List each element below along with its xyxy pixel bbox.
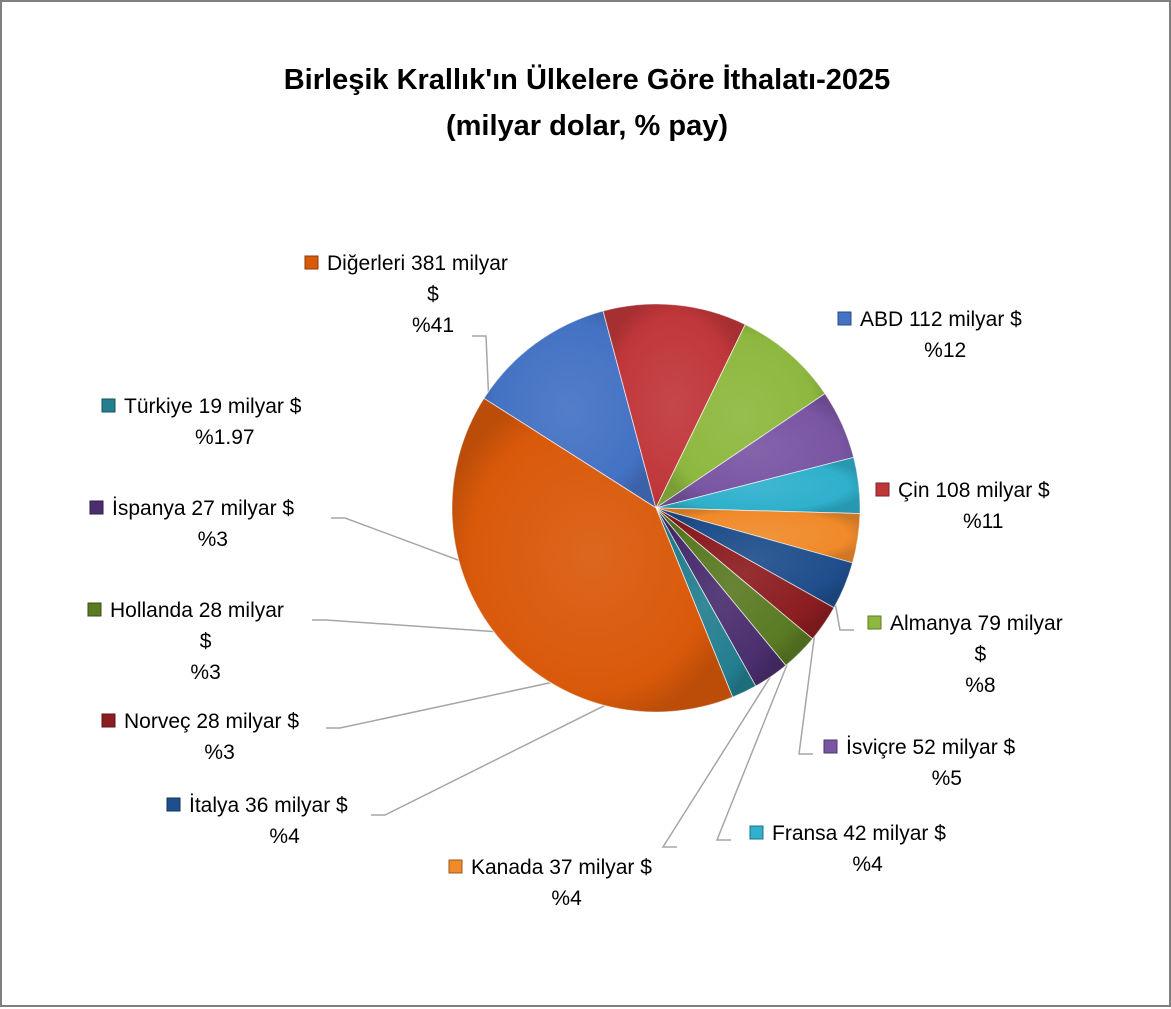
data-label-abd-line2: %12 bbox=[924, 339, 966, 362]
data-label-i-spanya-line1: İspanya 27 milyar $ bbox=[112, 497, 294, 520]
label-marker-abd bbox=[837, 311, 852, 326]
pie-slice-shading bbox=[452, 398, 733, 712]
label-marker-fransa bbox=[749, 825, 764, 840]
data-label-i-talya-line2: %4 bbox=[269, 825, 300, 848]
data-label-digerleri-line2: $ bbox=[427, 283, 439, 306]
data-label-i-svicre-line1: İsviçre 52 milyar $ bbox=[846, 736, 1016, 759]
data-label-hollanda-line3: %3 bbox=[190, 661, 220, 684]
data-label-abd-line1: ABD 112 milyar $ bbox=[860, 308, 1022, 331]
label-marker-norvec bbox=[101, 713, 116, 728]
label-marker-digerleri bbox=[304, 255, 319, 270]
data-label-hollanda-line1: Hollanda 28 milyar bbox=[110, 599, 284, 622]
pie-slice-shading bbox=[656, 508, 834, 639]
data-label-kanada-line2: %4 bbox=[551, 887, 582, 910]
pie-slice-shading bbox=[656, 508, 756, 698]
data-label-norvec-line2: %3 bbox=[204, 741, 234, 764]
data-label-digerleri-line1: Diğerleri 381 milyar bbox=[327, 252, 508, 275]
label-marker-i-spanya bbox=[89, 500, 104, 515]
label-marker-kanada bbox=[448, 859, 463, 874]
data-label-fransa-line2: %4 bbox=[852, 853, 883, 876]
data-label-cin-line1: Çin 108 milyar $ bbox=[898, 479, 1050, 502]
data-label-fransa-line1: Fransa 42 milyar $ bbox=[772, 822, 946, 845]
chart-title-line1: Birleşik Krallık'ın Ülkelere Göre İthala… bbox=[284, 63, 891, 96]
label-marker-i-talya bbox=[166, 797, 181, 812]
label-marker-turkiye bbox=[101, 398, 116, 413]
data-label-i-svicre-line2: %5 bbox=[932, 767, 962, 790]
data-label-digerleri-line3: %41 bbox=[412, 314, 454, 337]
data-label-almanya-line2: $ bbox=[975, 643, 987, 666]
data-label-almanya-line1: Almanya 79 milyar bbox=[890, 612, 1063, 635]
label-marker-i-svicre bbox=[823, 739, 838, 754]
data-label-hollanda-line2: $ bbox=[200, 630, 212, 653]
pie-slice-shading bbox=[656, 324, 825, 508]
pie-slice-shading bbox=[656, 508, 853, 608]
label-marker-cin bbox=[875, 482, 890, 497]
label-marker-hollanda bbox=[87, 602, 102, 617]
data-label-norvec-line1: Norveç 28 milyar $ bbox=[124, 710, 299, 733]
pie-slice-shading bbox=[656, 393, 854, 508]
pie-slice-shading bbox=[603, 304, 746, 508]
data-label-i-talya-line1: İtalya 36 milyar $ bbox=[189, 794, 348, 817]
chart-title-line2: (milyar dolar, % pay) bbox=[446, 110, 728, 142]
data-label-i-spanya-line2: %3 bbox=[198, 528, 228, 551]
data-label-turkiye-line2: %1.97 bbox=[195, 426, 255, 449]
pie-slice-shading bbox=[656, 457, 860, 514]
data-label-turkiye-line1: Türkiye 19 milyar $ bbox=[124, 395, 302, 418]
pie-slice-shading bbox=[656, 508, 860, 563]
pie-slice-shading bbox=[483, 310, 656, 508]
data-label-almanya-line3: %8 bbox=[965, 674, 995, 697]
data-label-cin-line2: %11 bbox=[963, 510, 1003, 533]
data-label-kanada-line1: Kanada 37 milyar $ bbox=[471, 856, 652, 879]
pie-slice-shading bbox=[656, 508, 813, 666]
pie-slice-shading bbox=[656, 508, 786, 687]
label-marker-almanya bbox=[867, 615, 882, 630]
